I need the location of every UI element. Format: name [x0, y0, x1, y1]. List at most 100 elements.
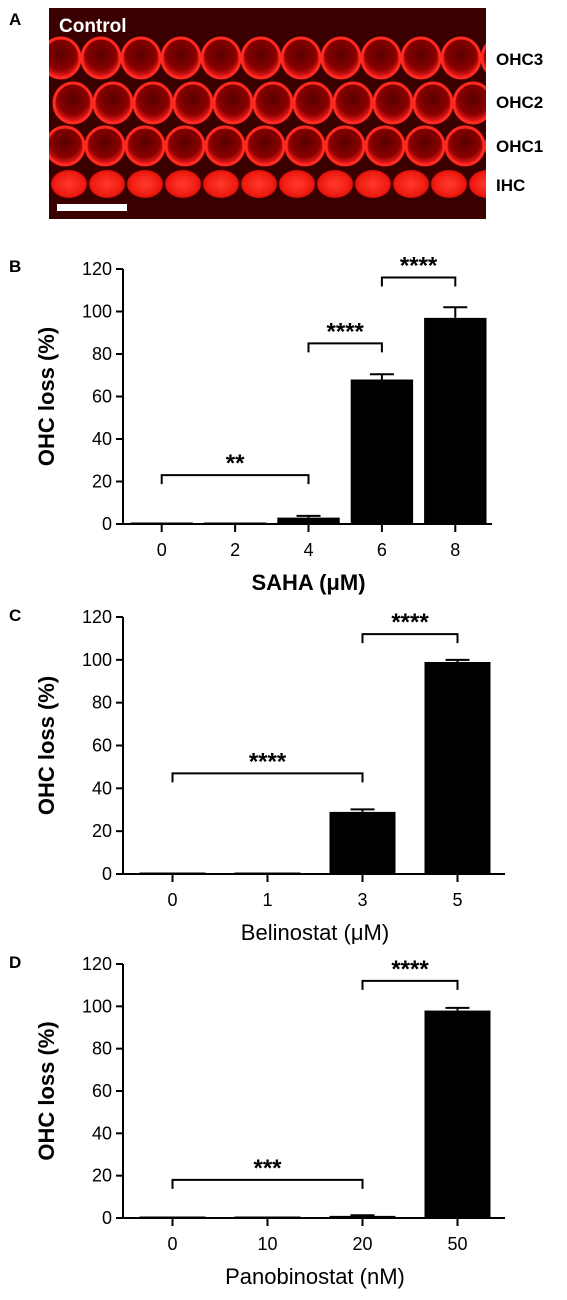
bar	[424, 317, 487, 524]
significance-label: ****	[391, 956, 429, 983]
y-tick-label: 60	[92, 387, 112, 407]
condition-label: Control	[59, 16, 127, 37]
bar	[424, 661, 491, 874]
ohc-cell	[372, 81, 414, 125]
ihc-cell	[431, 170, 467, 198]
y-tick-label: 40	[92, 778, 112, 798]
bar	[234, 872, 301, 874]
bar	[203, 522, 267, 524]
x-tick-label: 3	[357, 890, 367, 910]
ihc-cell	[317, 170, 353, 198]
x-axis-label: Panobinostat (nM)	[225, 1264, 405, 1289]
ohc-cell	[240, 36, 282, 80]
significance-label: **	[226, 450, 245, 477]
ohc-cell	[404, 125, 446, 167]
y-tick-label: 20	[92, 1166, 112, 1186]
bar	[139, 1216, 206, 1218]
ohc-cell	[164, 125, 206, 167]
ohc-cell	[244, 125, 286, 167]
y-tick-label: 100	[82, 996, 112, 1016]
y-tick-label: 100	[82, 302, 112, 322]
ohc-cell	[52, 81, 94, 125]
panel-letter-b: B	[9, 257, 22, 276]
y-tick-label: 40	[92, 429, 112, 449]
y-axis-label: OHC loss (%)	[34, 676, 59, 815]
x-tick-label: 6	[377, 540, 387, 560]
ohc-cell	[284, 125, 326, 167]
y-tick-label: 0	[102, 864, 112, 884]
ihc-cell	[241, 170, 277, 198]
bar	[350, 379, 414, 524]
ihc-cell	[279, 170, 315, 198]
ohc-cell	[212, 81, 254, 125]
significance-bracket	[171, 772, 364, 783]
row-label-ohc1: OHC1	[496, 137, 544, 156]
ohc-cell	[412, 81, 454, 125]
ohc-cell	[400, 36, 442, 80]
ohc-cell	[80, 36, 122, 80]
y-tick-label: 80	[92, 1039, 112, 1059]
y-tick-label: 40	[92, 1123, 112, 1143]
y-axis-label: OHC loss (%)	[34, 327, 59, 466]
y-tick-label: 120	[82, 954, 112, 974]
chart-saha: 0 20 40 60 80 100 120 OHC loss (%) 0 2 4 6 8 SAHA (μM…	[34, 253, 492, 595]
panel-letter-a: A	[9, 10, 22, 29]
ohc-cell	[452, 81, 486, 125]
ihc-cell	[203, 170, 239, 198]
ohc-cell	[364, 125, 406, 167]
x-tick-label: 8	[450, 540, 460, 560]
x-tick-label: 2	[230, 540, 240, 560]
x-tick-label: 0	[167, 1234, 177, 1254]
significance-label: ****	[400, 253, 438, 280]
ohc-cell	[292, 81, 334, 125]
ohc-cell	[332, 81, 374, 125]
ohc-cell	[120, 36, 162, 80]
y-tick-label: 0	[102, 1208, 112, 1228]
bar	[424, 1010, 491, 1218]
significance-label: ***	[253, 1155, 282, 1182]
x-tick-label: 5	[452, 890, 462, 910]
bar	[329, 811, 396, 874]
y-tick-label: 120	[82, 607, 112, 627]
y-tick-label: 60	[92, 736, 112, 756]
bar	[277, 517, 340, 524]
significance-label: ****	[249, 748, 287, 775]
ohc-cell	[324, 125, 366, 167]
x-tick-label: 1	[262, 890, 272, 910]
ohc-cell	[440, 36, 482, 80]
ohc-cell	[480, 43, 486, 73]
row-label-ohc2: OHC2	[496, 93, 544, 112]
chart-belinostat: 0 20 40 60 80 100 120 OHC loss (%) 0 1 3 5 Belinosta…	[34, 607, 505, 945]
significance-bracket	[160, 474, 310, 485]
scale-bar	[57, 204, 127, 211]
row-label-ohc3: OHC3	[496, 50, 544, 69]
significance-bracket	[361, 979, 459, 990]
ohc-cell	[444, 125, 486, 167]
hair-cell-rows	[49, 36, 486, 198]
bar	[139, 872, 206, 874]
y-tick-label: 20	[92, 821, 112, 841]
ohc-cell	[92, 81, 134, 125]
ohc-cell	[172, 81, 214, 125]
x-tick-label: 50	[447, 1234, 467, 1254]
ohc-cell	[49, 36, 82, 80]
y-tick-label: 100	[82, 650, 112, 670]
x-tick-label: 20	[352, 1234, 372, 1254]
ihc-cell	[393, 170, 429, 198]
significance-bracket	[361, 633, 459, 644]
bar	[234, 1216, 301, 1218]
ohc-cell	[252, 81, 294, 125]
ihc-cell	[127, 170, 163, 198]
ihc-cell	[89, 170, 125, 198]
x-axis-label: Belinostat (μM)	[241, 920, 389, 945]
ohc-cell	[280, 36, 322, 80]
y-tick-label: 80	[92, 344, 112, 364]
significance-label: ****	[327, 318, 365, 345]
y-tick-label: 20	[92, 472, 112, 492]
ohc-cell	[132, 81, 174, 125]
y-axis-label: OHC loss (%)	[34, 1021, 59, 1160]
ohc-cell	[124, 125, 166, 167]
ohc-cell	[320, 36, 362, 80]
significance-bracket	[307, 342, 383, 353]
ohc-cell	[200, 36, 242, 80]
